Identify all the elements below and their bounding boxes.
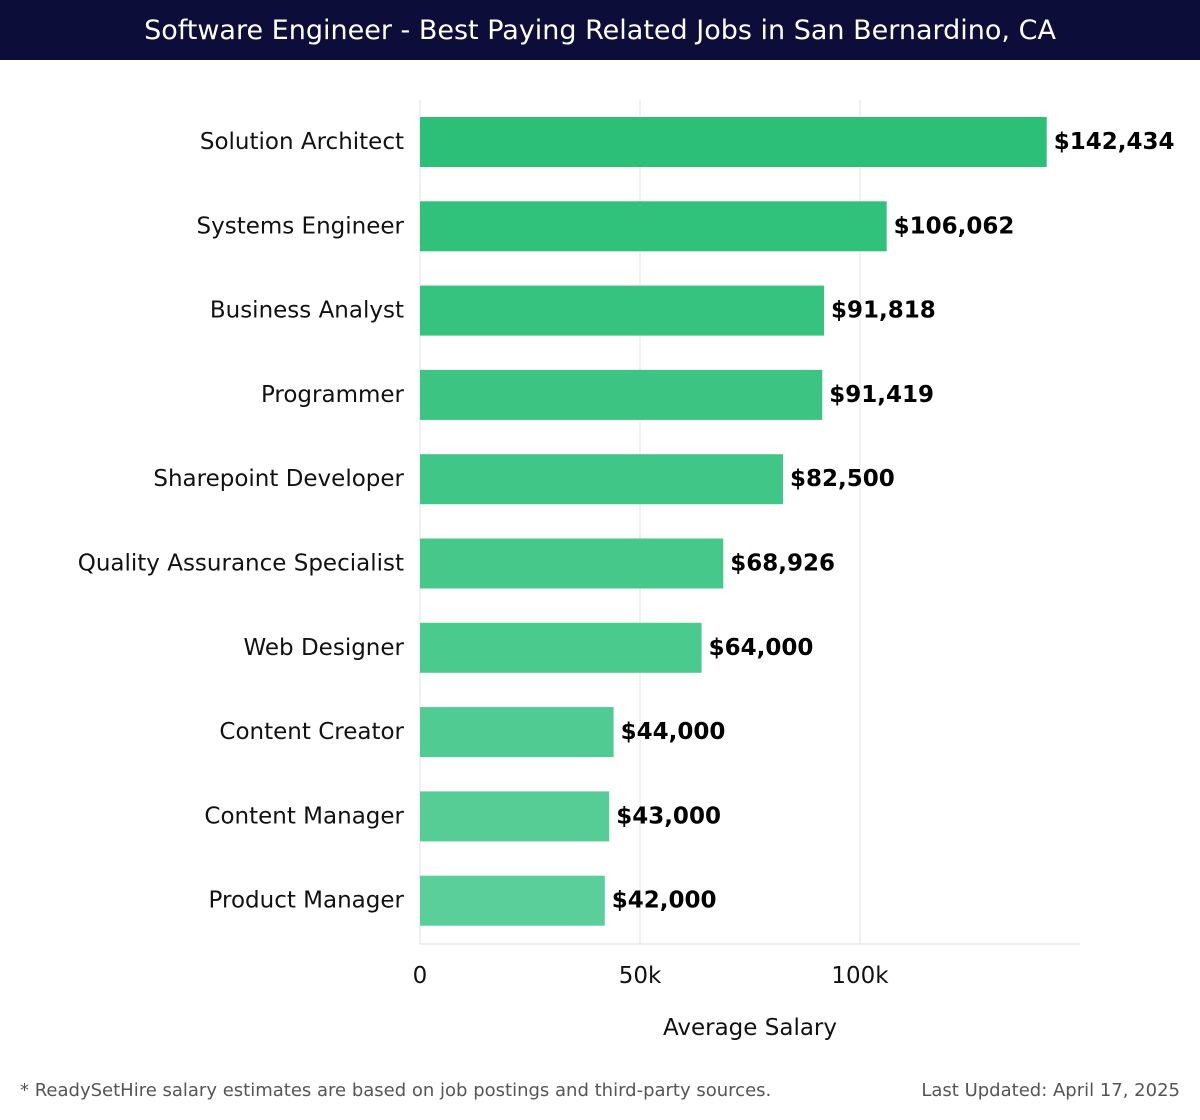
x-tick-label: 0 — [413, 963, 428, 989]
footer-note: * ReadySetHire salary estimates are base… — [20, 1080, 772, 1101]
category-label: Content Manager — [204, 803, 404, 829]
bar — [420, 285, 824, 336]
bar — [420, 454, 783, 505]
category-label: Content Creator — [219, 719, 404, 745]
value-label: $91,419 — [829, 382, 934, 408]
category-label: Solution Architect — [200, 129, 404, 155]
title-bar: Software Engineer - Best Paying Related … — [0, 0, 1200, 60]
value-label: $68,926 — [730, 551, 835, 577]
value-label: $42,000 — [612, 888, 717, 914]
page-title: Software Engineer - Best Paying Related … — [144, 14, 1056, 46]
bar — [420, 875, 605, 926]
category-label: Systems Engineer — [197, 213, 405, 239]
value-label: $91,818 — [831, 298, 936, 324]
category-label: Web Designer — [244, 635, 405, 661]
bar — [420, 791, 610, 842]
x-tick-label: 50k — [619, 963, 662, 989]
value-label: $64,000 — [709, 635, 814, 661]
axis-layer: 0 50k 100k Average Salary — [413, 943, 1080, 1041]
bar — [420, 201, 887, 252]
value-label: $43,000 — [616, 803, 721, 829]
bar — [420, 622, 702, 673]
category-label: Sharepoint Developer — [153, 466, 404, 492]
value-label: $142,434 — [1054, 129, 1175, 155]
bar — [420, 538, 724, 589]
category-label: Business Analyst — [210, 298, 404, 324]
label-layer: Solution Architect $142,434 Systems Engine… — [78, 129, 1175, 914]
last-updated: Last Updated: April 17, 2025 — [921, 1080, 1180, 1101]
x-tick-label: 100k — [831, 963, 889, 989]
bar — [420, 117, 1047, 167]
value-label: $82,500 — [790, 466, 895, 492]
bar-layer — [420, 117, 1047, 926]
x-axis-title: Average Salary — [663, 1015, 837, 1041]
category-label: Programmer — [261, 382, 405, 408]
category-label: Product Manager — [209, 888, 405, 914]
value-label: $106,062 — [894, 213, 1015, 239]
bar — [420, 707, 614, 758]
value-label: $44,000 — [621, 719, 726, 745]
category-label: Quality Assurance Specialist — [78, 551, 404, 577]
bar — [420, 369, 823, 420]
